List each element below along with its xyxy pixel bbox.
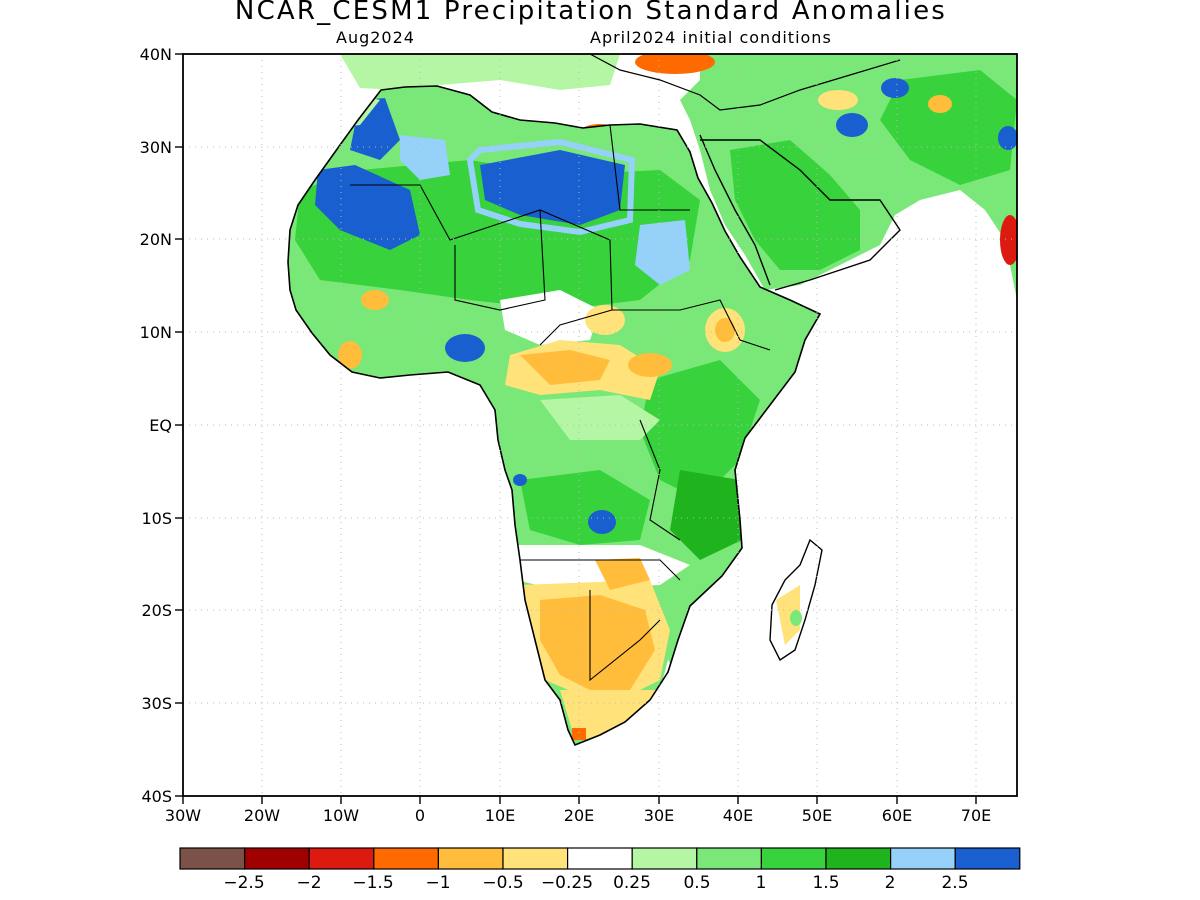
colorbar-label: 0.5 [683, 873, 710, 893]
colorbar-swatch [566, 847, 633, 870]
colorbar-label: 2 [885, 873, 896, 893]
colorbar-label: −0.5 [482, 873, 523, 893]
colorbar-label: −1 [425, 873, 450, 893]
colorbar-label: 2.5 [941, 873, 968, 893]
lat-label: 10N [140, 323, 172, 342]
colorbar-swatch [760, 847, 827, 870]
lon-label: 30E [644, 806, 674, 825]
colorbar-label: 0.25 [613, 873, 651, 893]
lat-label: 10S [141, 509, 172, 528]
colorbar-label: −2 [296, 873, 321, 893]
colorbar-swatch [631, 847, 698, 870]
middle-east-anomalies [340, 54, 1017, 300]
lat-label: 40S [141, 787, 172, 806]
colorbar-label: −2.5 [223, 873, 264, 893]
lat-label: 20S [141, 601, 172, 620]
colorbar-swatch [437, 847, 504, 870]
colorbar-swatch [502, 847, 569, 870]
lon-label: 70E [961, 806, 991, 825]
forecast-month: Aug2024 [336, 28, 415, 47]
lat-label: 30N [140, 138, 172, 157]
lat-label: 30S [141, 694, 172, 713]
colorbar-labels: −2.5 −2 −1.5 −1 −0.5 −0.25 0.25 0.5 1 1.… [223, 873, 968, 893]
colorbar-swatch [244, 847, 310, 870]
map-title: NCAR_CESM1 Precipitation Standard Anomal… [234, 0, 948, 26]
lon-label: 60E [882, 806, 912, 825]
lon-label: 10E [485, 806, 515, 825]
lon-label: 20W [244, 806, 280, 825]
axis-ticks [175, 53, 977, 804]
colorbar-label: −0.25 [541, 873, 593, 893]
lon-label: 20E [564, 806, 594, 825]
colorbar-swatch [889, 847, 956, 870]
lon-label: 10W [323, 806, 359, 825]
lon-label: 40E [723, 806, 753, 825]
map-gridlines [183, 54, 1017, 796]
initial-conditions: April2024 initial conditions [590, 28, 832, 47]
country-borders [350, 124, 771, 682]
africa-coastline [287, 85, 822, 747]
lat-label: 40N [140, 45, 172, 64]
colorbar-label: −1.5 [352, 873, 393, 893]
lon-label: 0 [415, 806, 425, 825]
colorbar [179, 847, 1021, 870]
colorbar-swatch [954, 847, 1021, 870]
colorbar-swatch [696, 847, 762, 870]
colorbar-label: 1.5 [812, 873, 839, 893]
colorbar-swatch [179, 847, 246, 870]
mediterranean-coastline [589, 54, 901, 111]
colorbar-swatch [373, 847, 439, 870]
colorbar-label: 1 [756, 873, 767, 893]
lat-label: EQ [149, 416, 172, 435]
lon-label: 30W [165, 806, 201, 825]
red-sea-coastline [699, 134, 901, 291]
colorbar-swatch [825, 847, 892, 870]
lat-label: 20N [140, 230, 172, 249]
lon-label: 50E [802, 806, 832, 825]
colorbar-swatch [308, 847, 375, 870]
